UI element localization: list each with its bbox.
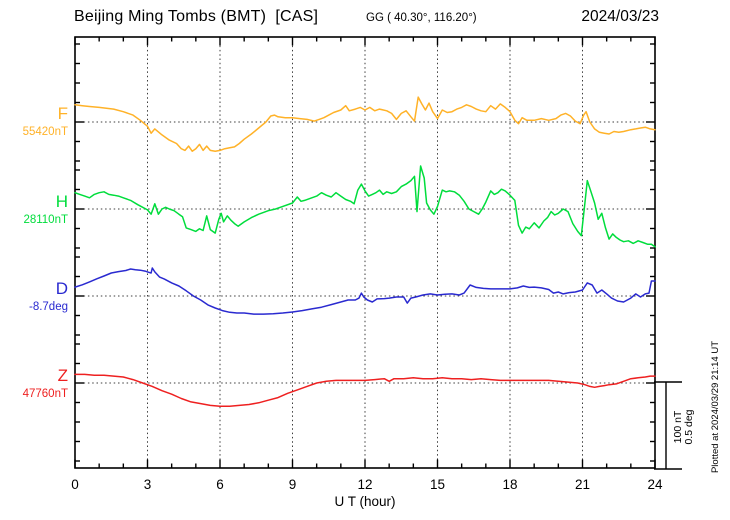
- series-baseline-value-D: -8.7deg: [28, 301, 68, 313]
- x-tick-label: 12: [357, 477, 373, 492]
- x-tick-label: 15: [429, 477, 446, 492]
- x-tick-label: 3: [143, 477, 152, 492]
- geo-coordinates: GG ( 40.30°, 116.20°): [366, 12, 477, 24]
- series-label-block-D: D -8.7deg: [29, 279, 68, 314]
- traces: [74, 96, 656, 407]
- series-baseline-value-H: 28110nT: [23, 214, 68, 226]
- page-title: Beijing Ming Tombs (BMT) [CAS]: [74, 8, 319, 25]
- scale-bar: [654, 381, 682, 470]
- x-axis-title: U T (hour): [334, 494, 396, 509]
- x-tick-label: 0: [71, 477, 79, 492]
- x-tick-label: 24: [647, 477, 663, 492]
- axis-ticks: [74, 37, 656, 468]
- series-letter-F: F: [57, 104, 68, 123]
- x-tick-label: 6: [216, 477, 224, 492]
- x-tick-label: 18: [502, 477, 518, 492]
- trace-Z: [74, 373, 656, 407]
- plot-date: 2024/03/23: [581, 8, 659, 25]
- x-axis-tick-labels: 0 3 6 9 12 15 18 21 24: [0, 477, 730, 493]
- series-label-block-H: H 28110nT: [23, 192, 68, 227]
- series-letter-H: H: [55, 192, 68, 211]
- plotted-at-note: Plotted at 2024/03/29 21:14 UT: [710, 340, 721, 474]
- gridlines: [75, 37, 655, 468]
- scalebar-deg-label: 0.5 deg: [683, 409, 695, 445]
- series-baseline-value-F: 55420nT: [22, 126, 68, 138]
- series-letter-D: D: [55, 279, 68, 298]
- trace-D: [74, 267, 656, 315]
- x-tick-label: 21: [574, 477, 591, 492]
- series-label-block-F: F 55420nT: [23, 104, 68, 139]
- x-tick-label: 9: [288, 477, 297, 492]
- series-baseline-value-Z: 47760nT: [22, 388, 68, 400]
- scalebar-label: 100 nT 0.5 deg: [672, 405, 695, 449]
- series-label-block-Z: Z 47760nT: [23, 366, 68, 401]
- trace-F: [74, 96, 656, 152]
- trace-H: [74, 165, 656, 248]
- series-letter-Z: Z: [57, 366, 68, 385]
